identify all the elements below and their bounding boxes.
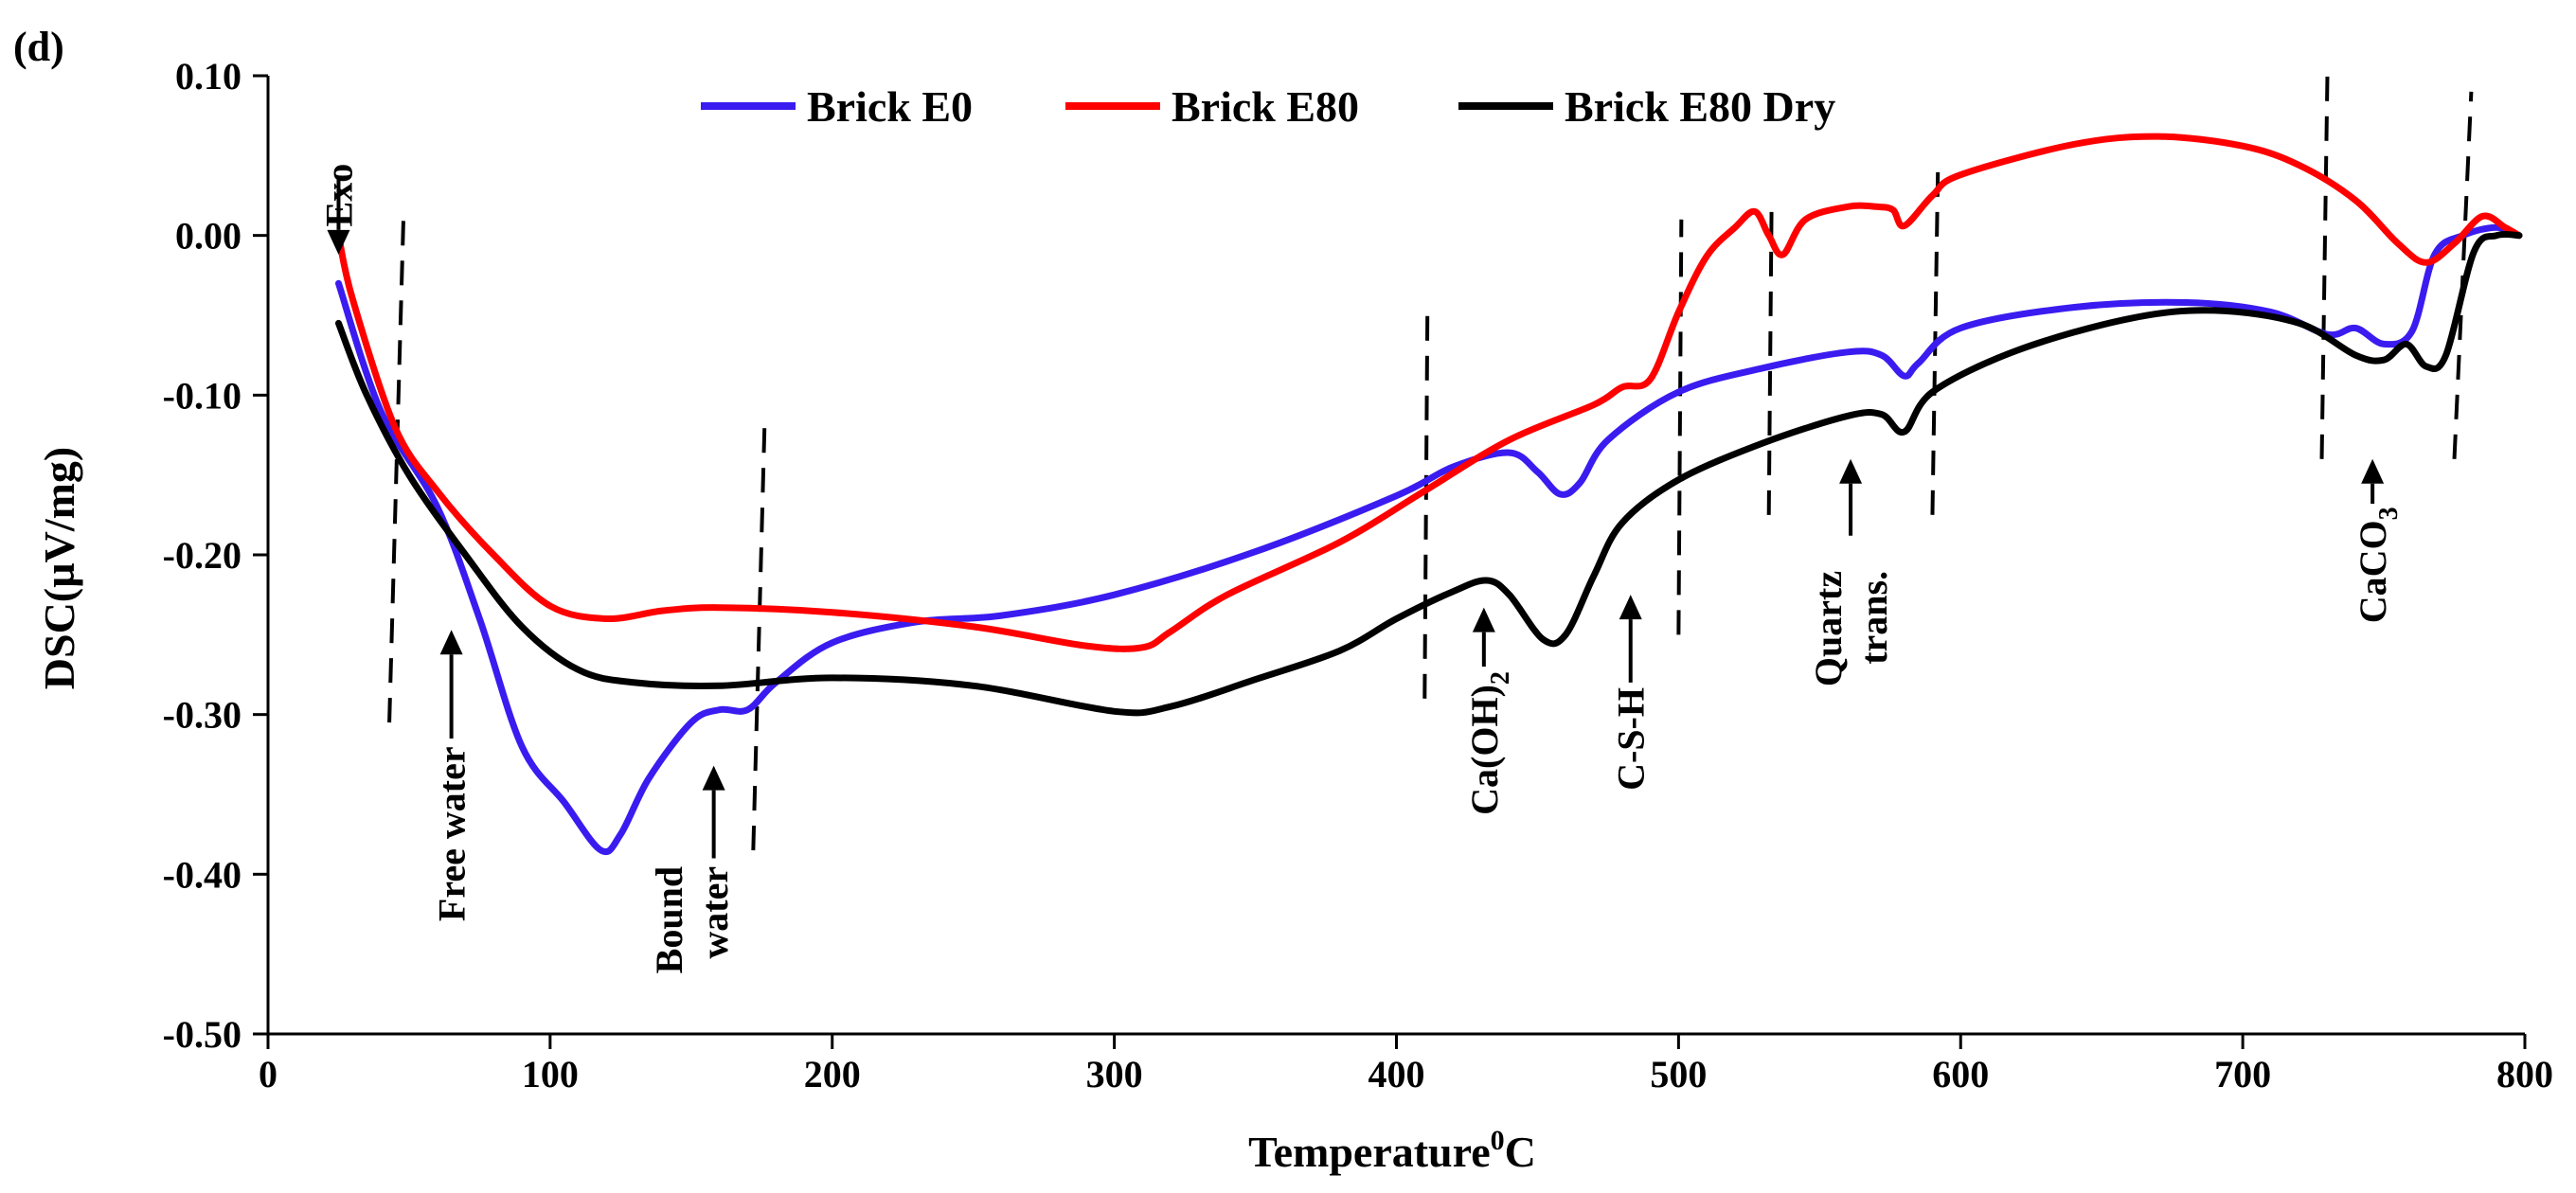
y-tick-label: -0.50 [163, 1013, 242, 1056]
annotation-label: Ca(OH)2 [1463, 671, 1515, 815]
dashed-divider [1930, 158, 1941, 515]
x-tick-label: 800 [2496, 1053, 2553, 1095]
series-line-brick-e80-dry [335, 230, 2523, 717]
annotation-csh: C-S-H [1610, 595, 1653, 791]
annotation-arrow-head [1472, 607, 1495, 632]
legend-label-brick-e80-dry: Brick E80 Dry [1565, 82, 1835, 131]
data-series [335, 133, 2523, 856]
annotation-label: CaCO3 [2352, 507, 2404, 623]
annotation-label: trans. [1852, 571, 1895, 665]
annotation-label: C-S-H [1610, 687, 1653, 791]
x-axis-title-unit: C [1505, 1128, 1536, 1176]
dashed-divider [387, 219, 405, 723]
series-line-brick-e80 [335, 133, 2523, 652]
dashed-divider [1766, 198, 1774, 515]
y-tick-label: -0.20 [163, 534, 242, 577]
legend: Brick E0 Brick E80 Brick E80 Dry [701, 82, 1835, 131]
annotation-label: Bound [648, 866, 690, 973]
x-tick-label: 500 [1650, 1053, 1707, 1095]
x-tick-label: 400 [1368, 1053, 1425, 1095]
annotations: Exo Free water Bound water Ca(OH)2 C-S-H Quart… [318, 164, 2405, 974]
dashed-divider [2319, 75, 2330, 459]
annotation-quartz: Quartz trans. [1807, 458, 1895, 686]
annotation-arrow-head [327, 229, 350, 255]
x-tick-label: 600 [1932, 1053, 1989, 1095]
annotation-label: Quartz [1807, 571, 1850, 686]
y-tick-label: -0.30 [163, 694, 242, 737]
dashed-divider [751, 427, 767, 851]
x-tick-label: 0 [259, 1053, 277, 1095]
x-tick-label: 100 [522, 1053, 579, 1095]
dashed-divider [2452, 91, 2474, 459]
axes: 0.10 0.00 -0.10 -0.20 -0.30 -0.40 -0.50 0 100 200… [163, 55, 2553, 1095]
y-axis-title: DSC(µV/mg) [35, 447, 83, 689]
annotation-arrow-head [1619, 595, 1642, 620]
annotation-caoh2: Ca(OH)2 [1463, 607, 1515, 815]
annotation-arrow-head [439, 630, 463, 655]
x-axis-title-superscript: 0 [1491, 1125, 1505, 1156]
annotation-arrow-head [2361, 458, 2385, 484]
y-tick-label: -0.10 [163, 374, 242, 417]
annotation-arrow-head [702, 765, 725, 791]
annotation-label: water [693, 866, 736, 959]
annotation-arrow-head [1839, 458, 1863, 484]
y-tick-label: -0.40 [163, 853, 242, 896]
x-tick-label: 200 [804, 1053, 861, 1095]
dashed-dividers [387, 75, 2474, 851]
annotation-label: Free water [431, 746, 474, 921]
dashed-divider [1676, 219, 1684, 635]
x-axis-title-main: Temperature [1248, 1128, 1491, 1176]
x-axis-title: Temperature0C [1248, 1125, 1536, 1176]
legend-label-brick-e0: Brick E0 [807, 82, 973, 131]
annotation-free-water: Free water [431, 630, 474, 921]
annotation-bound-water: Bound water [648, 765, 736, 973]
y-tick-label: 0.10 [175, 55, 242, 98]
annotation-caco3: CaCO3 [2352, 458, 2404, 623]
dashed-divider [1422, 307, 1430, 699]
x-tick-label: 700 [2214, 1053, 2271, 1095]
x-tick-label: 300 [1086, 1053, 1143, 1095]
legend-label-brick-e80: Brick E80 [1172, 82, 1359, 131]
panel-label: (d) [13, 24, 64, 70]
annotation-exo: Exo [318, 164, 361, 255]
y-tick-label: 0.00 [175, 215, 242, 258]
annotation-label: Exo [318, 164, 361, 227]
